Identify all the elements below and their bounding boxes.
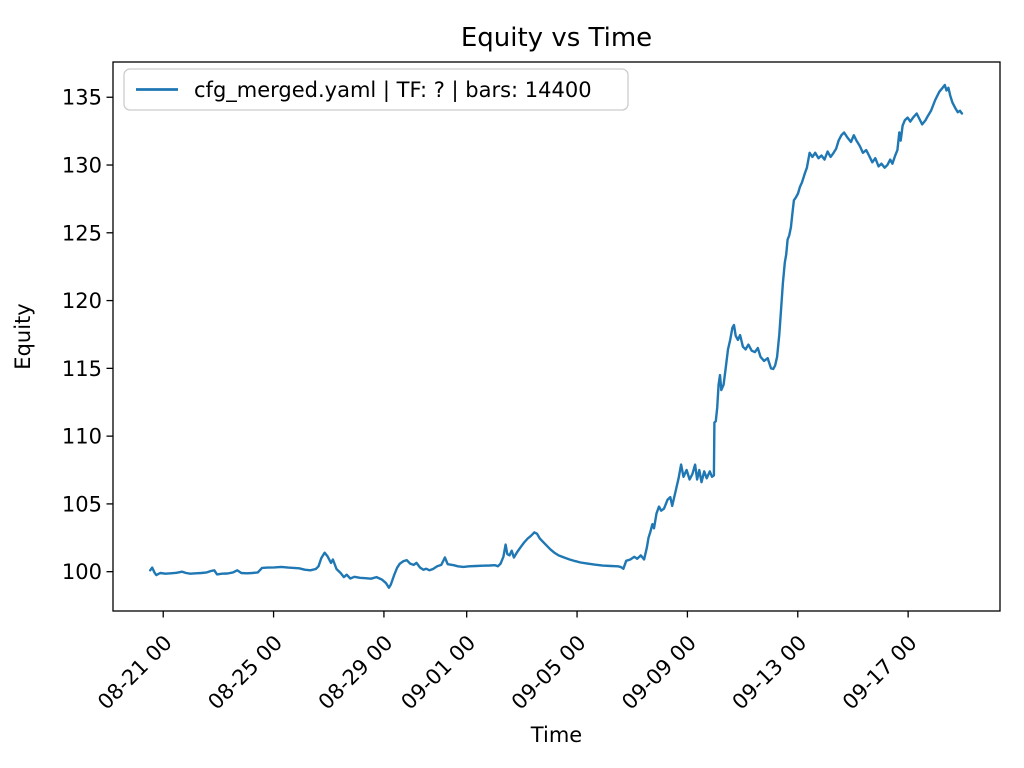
equity-line	[148, 83, 964, 589]
x-tick-label: 09-09 00	[617, 631, 701, 715]
chart-title: Equity vs Time	[461, 23, 652, 53]
x-tick-label: 09-13 00	[728, 631, 812, 715]
y-axis-label: Equity	[11, 303, 35, 369]
x-tick-label: 09-05 00	[507, 631, 591, 715]
legend-box	[123, 68, 629, 111]
plot-area-spines	[112, 61, 1001, 612]
y-tick-label: 110	[62, 425, 102, 449]
y-tick-label: 125	[62, 221, 102, 245]
x-tick-label: 08-25 00	[203, 631, 287, 715]
y-tick-label: 115	[62, 357, 102, 381]
y-tick-label: 120	[62, 289, 102, 313]
y-tick-label: 130	[62, 154, 102, 178]
x-tick-label: 09-01 00	[396, 631, 480, 715]
y-tick-label: 100	[62, 560, 102, 584]
x-tick-label: 08-21 00	[93, 631, 177, 715]
x-tick-label: 09-17 00	[838, 631, 922, 715]
legend-label: cfg_merged.yaml | TF: ? | bars: 14400	[194, 78, 592, 103]
y-tick-label: 135	[62, 86, 102, 110]
x-tick-label: 08-29 00	[314, 631, 398, 715]
y-tick-label: 105	[62, 492, 102, 516]
x-axis-label: Time	[530, 723, 582, 747]
